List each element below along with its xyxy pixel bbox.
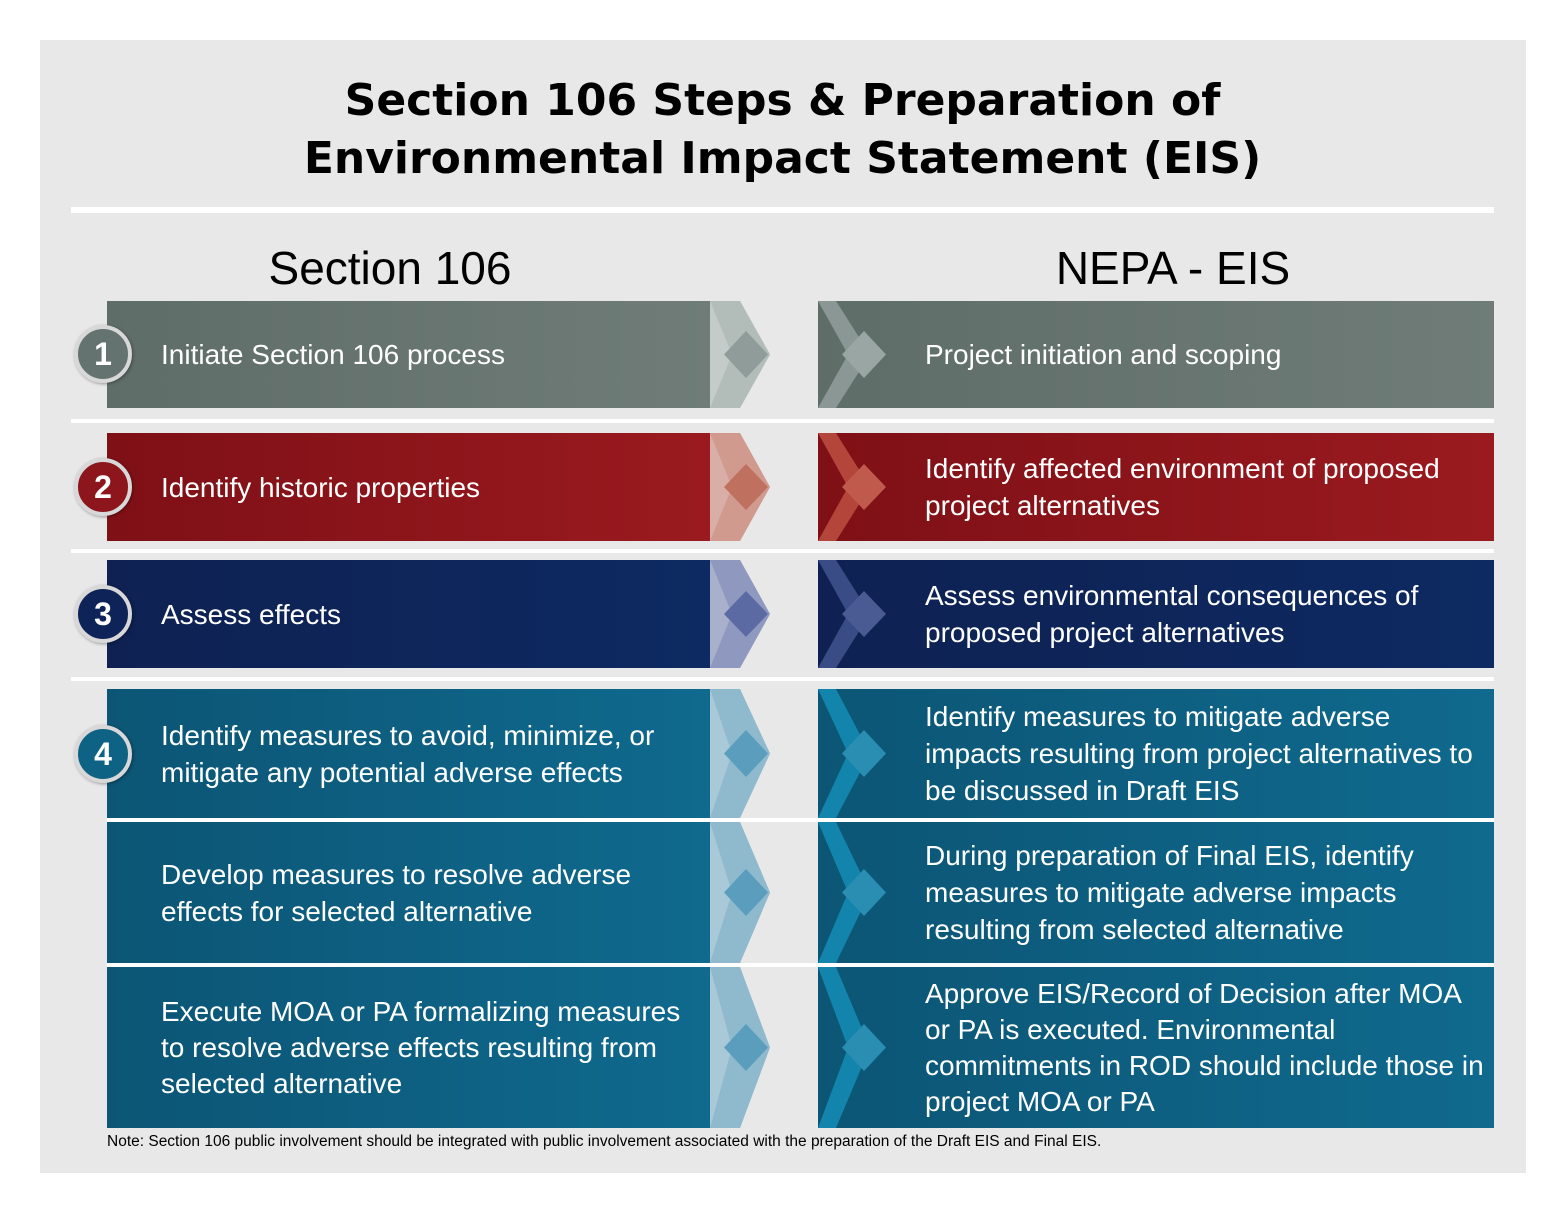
step-3-nepa-text: Assess environmental consequences of pro… — [925, 580, 1419, 648]
step-2-section106-text: Identify historic properties — [161, 471, 481, 503]
step-1-section106-box: Initiate Section 106 process — [107, 301, 711, 408]
footnote: Note: Section 106 public involvement sho… — [107, 1133, 1102, 1150]
row-divider — [107, 818, 1494, 822]
step-4b-nepa-text: During preparation of Final EIS, identif… — [925, 840, 1414, 945]
step-4b-section106-text: Develop measures to resolve adverse effe… — [161, 858, 632, 927]
row-divider — [71, 549, 1494, 553]
step-1-nepa-box: Project initiation and scoping — [818, 301, 1494, 408]
step-2-nepa-box: Identify affected environment of propose… — [818, 433, 1494, 541]
arrow-chevron-icon — [818, 301, 888, 408]
step-1-section106-text: Initiate Section 106 process — [161, 339, 505, 370]
page-title: Section 106 Steps & Preparation of Envir… — [0, 72, 1565, 188]
nepa-column-heading: NEPA - EIS — [1055, 242, 1291, 294]
step-4c-nepa-box: Approve EIS/Record of Decision after MOA… — [818, 967, 1494, 1128]
title-line-1: Section 106 Steps & Preparation of — [344, 75, 1221, 126]
step-4-badge: 4 — [74, 725, 132, 783]
step-4a-section106-box: Identify measures to avoid, minimize, or… — [107, 689, 711, 818]
arrow-chevron-icon — [818, 967, 888, 1128]
step-4b-nepa-box: During preparation of Final EIS, identif… — [818, 822, 1494, 963]
arrow-chevron-icon — [818, 433, 888, 541]
step-4c-section106-box: Execute MOA or PA formalizing measures t… — [107, 967, 711, 1128]
step-2-badge: 2 — [74, 458, 132, 516]
row-divider — [107, 963, 1494, 967]
arrow-chevron-icon — [710, 560, 770, 668]
arrow-chevron-icon — [818, 689, 888, 818]
step-4a-nepa-box: Identify measures to mitigate adverse im… — [818, 689, 1494, 818]
step-4c-nepa-text: Approve EIS/Record of Decision after MOA… — [925, 977, 1484, 1117]
arrow-chevron-icon — [710, 967, 770, 1128]
row-divider — [71, 677, 1494, 681]
section106-column-heading: Section 106 — [268, 242, 512, 294]
arrow-chevron-icon — [710, 822, 770, 963]
title-line-2: Environmental Impact Statement (EIS) — [303, 133, 1262, 184]
title-divider — [71, 207, 1494, 213]
step-4b-section106-box: Develop measures to resolve adverse effe… — [107, 822, 711, 963]
arrow-chevron-icon — [818, 822, 888, 963]
step-3-nepa-box: Assess environmental consequences of pro… — [818, 560, 1494, 668]
arrow-chevron-icon — [710, 301, 770, 408]
arrow-chevron-icon — [818, 560, 888, 668]
step-1-nepa-text: Project initiation and scoping — [925, 339, 1282, 370]
step-3-section106-text: Assess effects — [161, 598, 342, 630]
step-3-badge: 3 — [74, 585, 132, 643]
step-4c-section106-text: Execute MOA or PA formalizing measures t… — [161, 995, 681, 1099]
step-4a-section106-text: Identify measures to avoid, minimize, or… — [161, 719, 655, 788]
arrow-chevron-icon — [710, 433, 770, 541]
arrow-chevron-icon — [710, 689, 770, 818]
step-2-section106-box: Identify historic properties — [107, 433, 711, 541]
step-2-nepa-text: Identify affected environment of propose… — [925, 453, 1440, 521]
step-1-badge: 1 — [74, 325, 132, 383]
step-3-section106-box: Assess effects — [107, 560, 711, 668]
row-divider — [71, 419, 1494, 423]
step-4a-nepa-text: Identify measures to mitigate adverse im… — [925, 701, 1473, 806]
